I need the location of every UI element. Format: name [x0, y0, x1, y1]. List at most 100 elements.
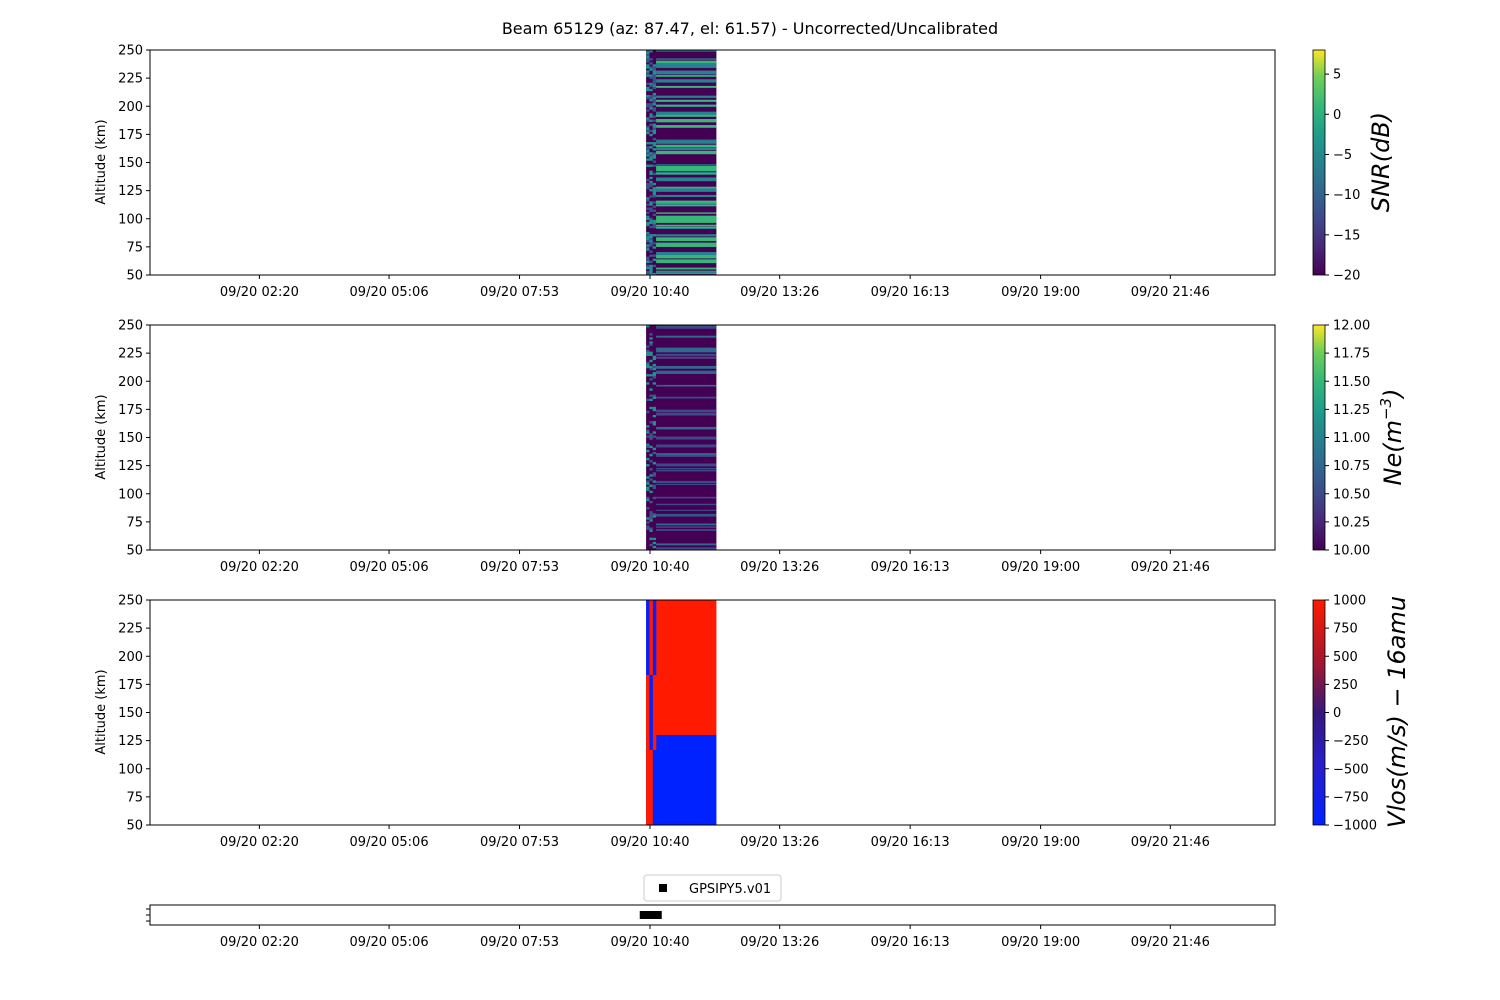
heat-cell [652, 462, 656, 465]
heat-cell [649, 156, 653, 159]
heat-band [656, 409, 717, 413]
heat-cell [646, 185, 650, 188]
heat-cell [652, 142, 656, 145]
heat-cell [649, 209, 653, 212]
heat-band [656, 186, 717, 190]
vlos-x-axis: 09/20 02:20 09/20 05:06 09/20 07:53 09/20 1… [220, 825, 1210, 850]
heat-cell [652, 225, 656, 229]
heat-cell [649, 152, 653, 155]
heat-cell [649, 254, 653, 257]
heat-band [656, 218, 717, 222]
heat-band [656, 152, 717, 155]
heat-cell [646, 203, 650, 206]
x-tick-label: 09/20 02:20 [220, 560, 299, 575]
colorbar-tick-label: 1000 [1333, 594, 1366, 609]
heat-band [656, 212, 717, 214]
heat-cell [652, 195, 656, 198]
heat-band [656, 267, 717, 270]
heat-band [656, 469, 717, 472]
heat-cell [646, 256, 650, 259]
heat-cell [652, 382, 656, 385]
heat-cell [649, 154, 653, 157]
y-tick-label: 150 [118, 156, 143, 171]
heat-cell [646, 129, 650, 133]
heat-cell [652, 66, 656, 69]
heat-band [656, 215, 717, 220]
heat-cell [649, 207, 653, 210]
heat-cell [649, 234, 653, 237]
heat-cell [646, 64, 650, 67]
heat-cell [652, 264, 656, 268]
heat-cell [649, 170, 653, 174]
heat-band [656, 188, 717, 192]
heat-cell [646, 464, 650, 467]
colorbar-tick-label: 10.75 [1333, 459, 1370, 474]
heat-cell [652, 76, 656, 79]
heat-cell [649, 66, 653, 69]
heat-cell [649, 527, 653, 530]
x-tick-label: 09/20 16:13 [871, 560, 950, 575]
heat-cell [649, 158, 653, 161]
y-tick-label: 175 [118, 403, 143, 418]
heat-cell [652, 374, 656, 377]
heat-band [656, 244, 717, 247]
vlos-cell [649, 675, 653, 751]
heat-cell [649, 62, 653, 65]
heat-cell [652, 474, 656, 477]
heat-cell [649, 272, 653, 276]
y-tick-label: 150 [118, 706, 143, 721]
heat-cell [652, 160, 656, 163]
heat-cell [652, 423, 656, 426]
heat-cell [646, 182, 650, 186]
vlos-cell [646, 750, 650, 826]
heat-cell [646, 164, 650, 167]
heat-band [656, 480, 717, 484]
heat-cell [646, 72, 650, 75]
heat-cell [646, 517, 650, 520]
heat-cell [652, 164, 656, 167]
heat-cell [649, 115, 653, 118]
heat-cell [646, 105, 650, 108]
ne-x-axis: 09/20 02:20 09/20 05:06 09/20 07:53 09/20 1… [220, 550, 1210, 575]
x-tick-label: 09/20 10:40 [610, 560, 689, 575]
heat-cell [649, 180, 653, 184]
heat-cell [652, 363, 656, 367]
heat-band [656, 79, 717, 83]
heat-band [656, 353, 717, 356]
heat-cell [649, 266, 653, 270]
heat-band [656, 453, 717, 457]
heat-cell [646, 207, 650, 210]
heat-cell [646, 150, 650, 153]
colorbar-tick-label: 500 [1333, 650, 1358, 665]
vlos-cell [646, 675, 650, 751]
heat-cell [646, 158, 650, 161]
heat-cell [646, 215, 650, 219]
x-tick-label: 09/20 19:00 [1001, 285, 1080, 300]
snr-y-axis: 50 75 100 125 150 175 200 225 250 [118, 44, 150, 284]
heat-cell [646, 429, 650, 432]
heat-cell [646, 361, 650, 365]
heat-cell [646, 223, 650, 227]
heat-cell [646, 52, 650, 55]
heat-cell [646, 221, 650, 225]
heat-cell [649, 343, 653, 346]
heat-cell [652, 365, 656, 369]
heat-band [656, 70, 717, 74]
heat-cell [646, 238, 650, 241]
heat-cell [649, 513, 653, 516]
heat-cell [652, 84, 656, 88]
vlos-colorbar [1312, 599, 1326, 826]
heat-cell [652, 82, 656, 86]
heat-cell [652, 80, 656, 84]
heat-band [656, 85, 717, 88]
heat-cell [652, 101, 656, 104]
heat-cell [652, 187, 656, 190]
colorbar-tick-label: −500 [1333, 762, 1369, 777]
heat-cell [652, 406, 656, 410]
heat-cell [652, 119, 656, 122]
heat-cell [646, 88, 650, 92]
heat-cell [649, 189, 653, 192]
colorbar-tick-label: 11.50 [1333, 375, 1370, 390]
ne-colorbar [1312, 324, 1326, 551]
heat-cell [649, 490, 653, 494]
